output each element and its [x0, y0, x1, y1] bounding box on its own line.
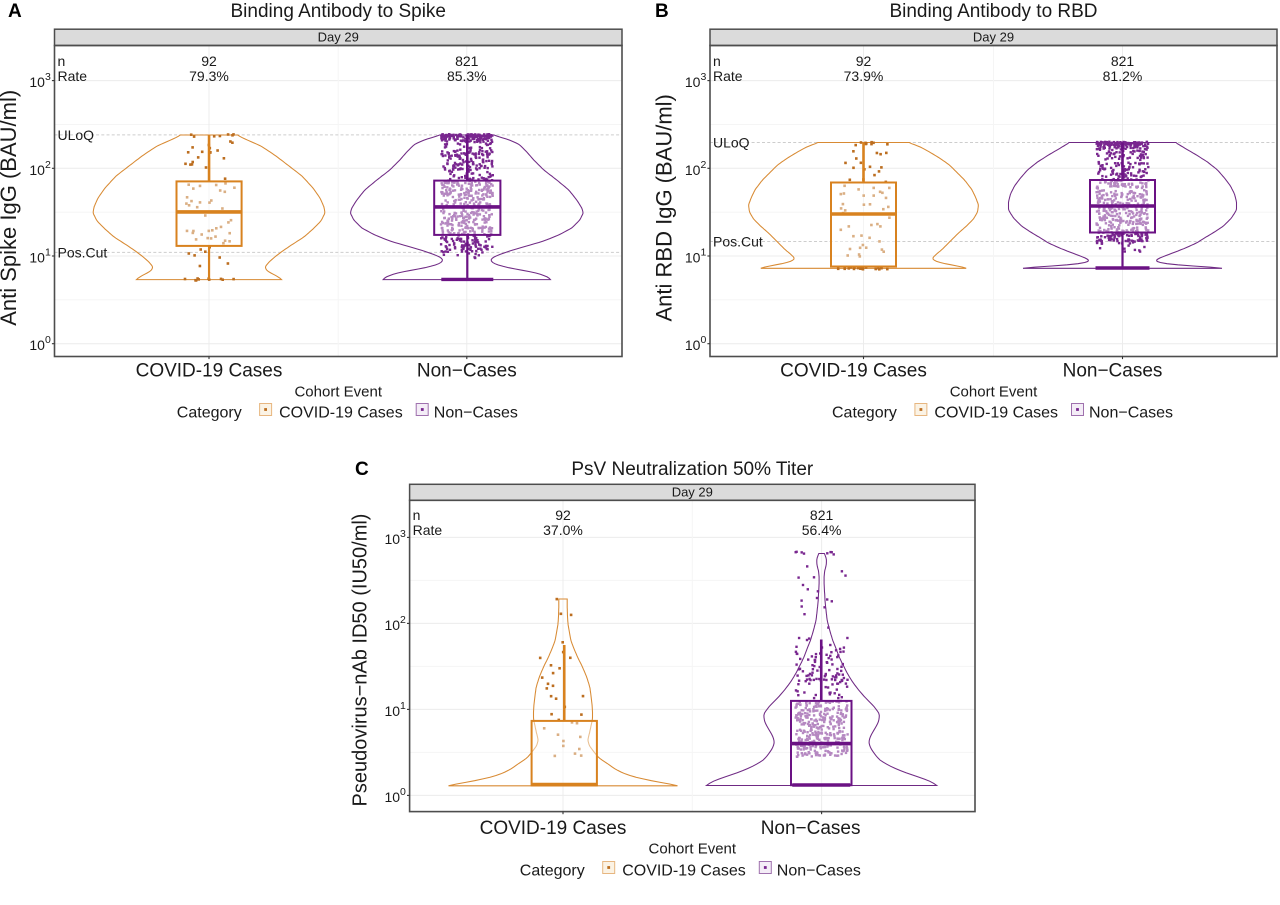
svg-text:56.4%: 56.4%: [802, 522, 842, 538]
svg-text:Anti RBD IgG (BAU/ml): Anti RBD IgG (BAU/ml): [652, 94, 677, 321]
svg-text:Anti Spike IgG (BAU/ml): Anti Spike IgG (BAU/ml): [0, 90, 21, 326]
svg-text:821: 821: [810, 507, 834, 523]
svg-text:Non−Cases: Non−Cases: [1063, 361, 1163, 382]
svg-text:COVID-19 Cases: COVID-19 Cases: [622, 863, 746, 880]
svg-text:COVID-19 Cases: COVID-19 Cases: [279, 405, 403, 422]
svg-text:Day 29: Day 29: [672, 485, 713, 500]
svg-text:Rate: Rate: [58, 68, 88, 84]
svg-text:Category: Category: [520, 863, 585, 880]
svg-text:COVID-19 Cases: COVID-19 Cases: [480, 818, 627, 839]
svg-text:COVID-19 Cases: COVID-19 Cases: [780, 361, 927, 382]
svg-text:Day 29: Day 29: [973, 29, 1014, 44]
svg-text:79.3%: 79.3%: [189, 68, 229, 84]
svg-text:92: 92: [856, 53, 872, 69]
svg-text:n: n: [58, 53, 66, 69]
svg-text:Pos.Cut: Pos.Cut: [713, 234, 763, 250]
svg-text:37.0%: 37.0%: [543, 522, 583, 538]
svg-text:Rate: Rate: [713, 68, 743, 84]
svg-text:Cohort Event: Cohort Event: [950, 384, 1038, 401]
svg-text:Non−Cases: Non−Cases: [417, 361, 517, 382]
svg-text:COVID-19 Cases: COVID-19 Cases: [136, 361, 283, 382]
svg-text:Day 29: Day 29: [318, 29, 359, 44]
svg-text:821: 821: [1111, 53, 1135, 69]
svg-text:Non−Cases: Non−Cases: [777, 863, 861, 880]
svg-text:Non−Cases: Non−Cases: [434, 405, 518, 422]
svg-text:92: 92: [201, 53, 217, 69]
svg-text:Category: Category: [177, 405, 242, 422]
svg-text:Non−Cases: Non−Cases: [761, 818, 861, 839]
svg-text:Non−Cases: Non−Cases: [1089, 405, 1173, 422]
svg-text:Rate: Rate: [413, 522, 443, 538]
svg-text:92: 92: [555, 507, 571, 523]
svg-text:821: 821: [455, 53, 479, 69]
svg-text:ULoQ: ULoQ: [58, 127, 95, 143]
svg-text:73.9%: 73.9%: [844, 68, 884, 84]
svg-text:Pseudovirus−nAb ID50 (IU50/ml): Pseudovirus−nAb ID50 (IU50/ml): [350, 514, 372, 807]
svg-text:Cohort Event: Cohort Event: [294, 384, 382, 401]
svg-text:Category: Category: [832, 405, 897, 422]
svg-text:B: B: [655, 1, 669, 22]
svg-text:C: C: [355, 459, 369, 480]
svg-text:COVID-19 Cases: COVID-19 Cases: [934, 405, 1058, 422]
svg-text:PsV Neutralization 50% Titer: PsV Neutralization 50% Titer: [571, 459, 814, 480]
svg-text:81.2%: 81.2%: [1103, 68, 1143, 84]
svg-text:Binding Antibody to RBD: Binding Antibody to RBD: [889, 1, 1097, 22]
svg-text:n: n: [713, 53, 721, 69]
svg-text:n: n: [413, 507, 421, 523]
svg-text:Pos.Cut: Pos.Cut: [58, 244, 108, 260]
svg-text:Binding Antibody to Spike: Binding Antibody to Spike: [231, 1, 447, 22]
svg-text:Cohort Event: Cohort Event: [649, 841, 737, 858]
svg-text:A: A: [8, 1, 22, 22]
svg-text:85.3%: 85.3%: [447, 68, 487, 84]
svg-text:ULoQ: ULoQ: [713, 135, 750, 151]
